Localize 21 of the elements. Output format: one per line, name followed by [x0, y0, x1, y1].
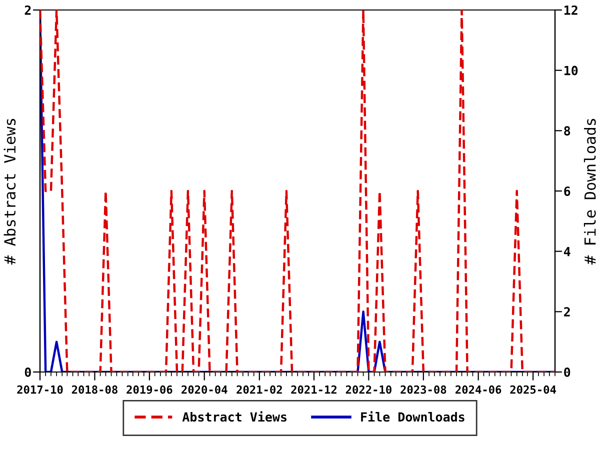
y2-tick-label: 8 — [564, 126, 570, 136]
x-tick-label: 2022-10 — [346, 385, 392, 394]
y2-axis-title: # File Downloads — [584, 118, 596, 265]
x-tick-label: 2018-08 — [72, 385, 118, 394]
x-tick-label: 2020-04 — [182, 385, 228, 394]
y-axis-title: # Abstract Views — [4, 118, 16, 265]
x-tick-label: 2017-10 — [17, 385, 63, 394]
y2-tick-label: 6 — [564, 186, 570, 196]
y2-tick-label: 10 — [564, 66, 578, 76]
y2-tick-label: 0 — [564, 367, 570, 377]
x-tick-label: 2025-04 — [510, 385, 556, 394]
y2-tick-label: 2 — [564, 307, 570, 316]
x-tick-label: 2021-12 — [291, 385, 336, 394]
x-tick-label: 2019-06 — [126, 385, 172, 394]
x-tick-label: 2023-08 — [400, 385, 446, 394]
y2-tick-label: 12 — [564, 5, 578, 15]
x-tick-label: 2021-02 — [236, 385, 282, 394]
x-tick-label: 2024-06 — [456, 385, 502, 394]
legend-label: Abstract Views — [182, 411, 286, 422]
y2-tick-label: 4 — [564, 246, 570, 256]
legend-label: File Downloads — [361, 411, 464, 422]
